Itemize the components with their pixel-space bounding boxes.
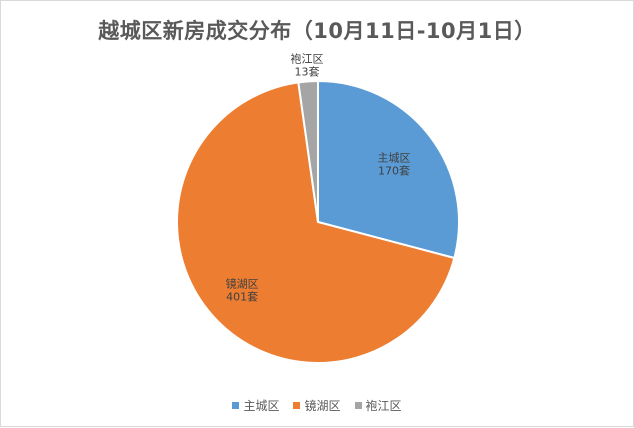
legend-swatch-paojiang-district [354, 402, 362, 409]
legend-label-jinghu-district: 镜湖区 [304, 399, 341, 413]
legend-item-paojiang-district[interactable]: 袍江区 [354, 397, 402, 414]
pie-slice-jinghu-district[interactable] [176, 81, 456, 364]
chart-title: 越城区新房成交分布（10月11日-10月1日） [98, 19, 536, 43]
legend-swatch-main-district [232, 402, 240, 409]
pie-slice-main-district[interactable] [317, 79, 460, 260]
data-label-category-main-district: 主城区 [377, 151, 410, 164]
data-label-category-jinghu-district: 镜湖区 [226, 276, 259, 290]
pie-slice-paojiang-district[interactable] [297, 79, 319, 223]
data-label-value-paojiang-district: 13套 [294, 65, 319, 78]
legend-label-main-district: 主城区 [243, 399, 280, 413]
legend-item-jinghu-district[interactable]: 镜湖区 [293, 397, 341, 414]
legend: 主城区 镜湖区 袍江区 [1, 397, 633, 414]
legend-label-paojiang-district: 袍江区 [365, 399, 402, 413]
legend-item-main-district[interactable]: 主城区 [232, 397, 279, 414]
data-label-category-paojiang-district: 袍江区 [290, 51, 323, 65]
data-label-value-jinghu-district: 401套 [226, 290, 258, 303]
legend-swatch-jinghu-district [293, 402, 301, 409]
data-label-value-main-district: 170套 [378, 164, 410, 177]
